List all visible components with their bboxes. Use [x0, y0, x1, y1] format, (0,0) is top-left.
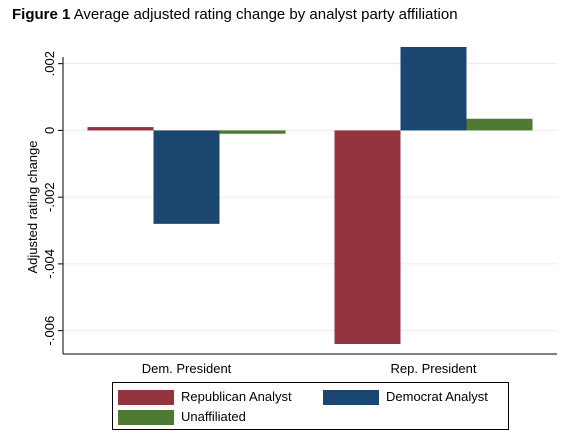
bar-democrat-analyst-dem: [153, 130, 220, 224]
y-tick-label: -.004: [42, 249, 57, 279]
legend: Republican Analyst Democrat Analyst Unaf…: [112, 382, 509, 430]
y-tick-label: 0: [42, 127, 57, 134]
bar-republican-analyst-dem: [87, 127, 154, 131]
legend-swatch-republican: [118, 390, 174, 405]
y-axis-label: Adjusted rating change: [25, 141, 40, 274]
y-tick-label: -.002: [42, 182, 57, 212]
legend-label-unaffiliated: Unaffiliated: [181, 409, 246, 424]
bar-republican-analyst-rep: [334, 130, 401, 344]
legend-swatch-unaffiliated: [118, 410, 174, 425]
x-tick-label: Rep. President: [391, 361, 477, 376]
figure-title-text: Average adjusted rating change by analys…: [73, 6, 458, 23]
y-tick-label: .002: [42, 51, 57, 76]
figure-title: Figure 1 Average adjusted rating change …: [12, 6, 458, 23]
bar-democrat-analyst-rep: [400, 46, 467, 131]
bar-unaffiliated-rep: [466, 118, 533, 131]
figure-label: Figure 1: [12, 6, 71, 23]
axes: .002 0 -.002 -.004 -.006 Dem. President Rep. P…: [42, 51, 557, 376]
bars: [87, 46, 533, 344]
grid-lines: [63, 63, 557, 332]
bar-chart: .002 0 -.002 -.004 -.006 Dem. President Rep. P…: [25, 46, 557, 376]
legend-label-republican: Republican Analyst: [181, 389, 292, 404]
bar-unaffiliated-dem: [219, 130, 286, 134]
legend-swatch-democrat: [323, 390, 379, 405]
x-tick-label: Dem. President: [142, 361, 232, 376]
legend-label-democrat: Democrat Analyst: [386, 389, 488, 404]
y-tick-label: -.006: [42, 316, 57, 346]
